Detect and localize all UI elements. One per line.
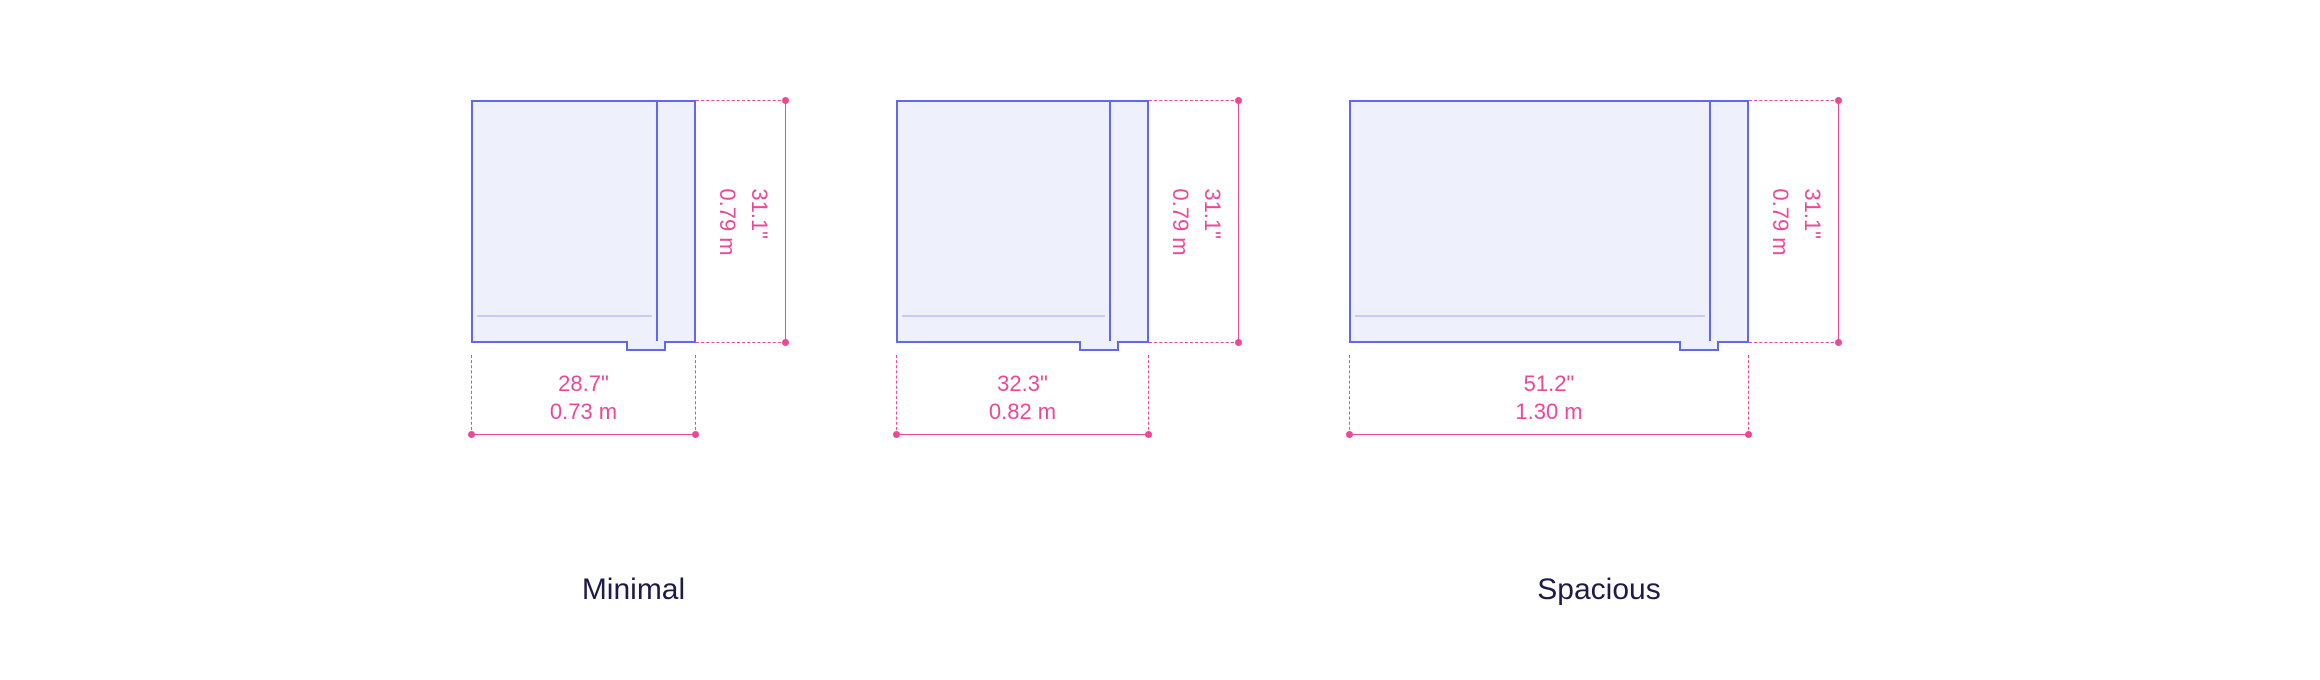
ext-line: [1149, 100, 1239, 101]
inner-panel: [656, 102, 694, 341]
shelf-line: [477, 315, 652, 317]
diagram-cell: 31.1" 0.79 m 28.7" 0.73 m: [471, 100, 796, 443]
ext-line: [1149, 342, 1239, 343]
height-metres: 0.79 m: [1767, 188, 1793, 255]
height-inches: 31.1": [746, 188, 772, 255]
item-spacious: 31.1" 0.79 m 51.2" 1.30 m Spacious: [1349, 100, 1849, 607]
cabinet-box: [471, 100, 696, 343]
dim-line: [896, 434, 1149, 435]
ext-line: [696, 342, 786, 343]
inner-panel: [1109, 102, 1147, 341]
dim-line: [1838, 100, 1839, 343]
width-inches: 28.7": [471, 370, 696, 399]
dim-line: [785, 100, 786, 343]
width-dimension: 32.3" 0.82 m: [896, 355, 1149, 435]
height-metres: 0.79 m: [714, 188, 740, 255]
diagram-container: 31.1" 0.79 m 28.7" 0.73 m Minimal 31.1" …: [0, 0, 2320, 607]
dim-end: [782, 339, 789, 346]
height-dimension: 31.1" 0.79 m: [696, 100, 786, 343]
height-labels: 31.1" 0.79 m: [1767, 188, 1825, 255]
dim-end: [1145, 431, 1152, 438]
dim-end: [468, 431, 475, 438]
caption-right: Spacious: [1537, 573, 1660, 607]
foot: [1679, 341, 1719, 351]
dim-end: [893, 431, 900, 438]
height-labels: 31.1" 0.79 m: [1167, 188, 1225, 255]
width-metres: 0.82 m: [896, 398, 1149, 427]
dim-end: [1235, 339, 1242, 346]
ext-line: [1749, 342, 1839, 343]
dim-end: [1835, 339, 1842, 346]
cabinet-box: [896, 100, 1149, 343]
cabinet-box: [1349, 100, 1749, 343]
inner-panel: [1709, 102, 1747, 341]
dim-end: [1235, 97, 1242, 104]
width-inches: 51.2": [1349, 370, 1749, 399]
diagram-cell: 31.1" 0.79 m 51.2" 1.30 m: [1349, 100, 1849, 443]
width-metres: 0.73 m: [471, 398, 696, 427]
diagram-cell: 31.1" 0.79 m 32.3" 0.82 m: [896, 100, 1249, 443]
height-dimension: 31.1" 0.79 m: [1749, 100, 1839, 343]
ext-line: [696, 100, 786, 101]
shelf-line: [1355, 315, 1705, 317]
dim-line: [1349, 434, 1749, 435]
dim-end: [1745, 431, 1752, 438]
width-dimension: 51.2" 1.30 m: [1349, 355, 1749, 435]
height-metres: 0.79 m: [1167, 188, 1193, 255]
width-metres: 1.30 m: [1349, 398, 1749, 427]
width-labels: 28.7" 0.73 m: [471, 370, 696, 427]
height-labels: 31.1" 0.79 m: [714, 188, 772, 255]
item-minimal: 31.1" 0.79 m 28.7" 0.73 m Minimal: [471, 100, 796, 607]
dim-end: [1835, 97, 1842, 104]
height-dimension: 31.1" 0.79 m: [1149, 100, 1239, 343]
ext-line: [1749, 100, 1839, 101]
width-dimension: 28.7" 0.73 m: [471, 355, 696, 435]
caption-left: Minimal: [582, 573, 685, 607]
height-inches: 31.1": [1199, 188, 1225, 255]
box-fill: [1351, 102, 1747, 341]
dim-end: [692, 431, 699, 438]
dim-line: [471, 434, 696, 435]
width-labels: 51.2" 1.30 m: [1349, 370, 1749, 427]
item-mid: 31.1" 0.79 m 32.3" 0.82 m: [896, 100, 1249, 603]
dim-end: [1346, 431, 1353, 438]
width-inches: 32.3": [896, 370, 1149, 399]
height-inches: 31.1": [1799, 188, 1825, 255]
shelf-line: [902, 315, 1105, 317]
dim-end: [782, 97, 789, 104]
width-labels: 32.3" 0.82 m: [896, 370, 1149, 427]
foot: [626, 341, 666, 351]
foot: [1079, 341, 1119, 351]
dim-line: [1238, 100, 1239, 343]
